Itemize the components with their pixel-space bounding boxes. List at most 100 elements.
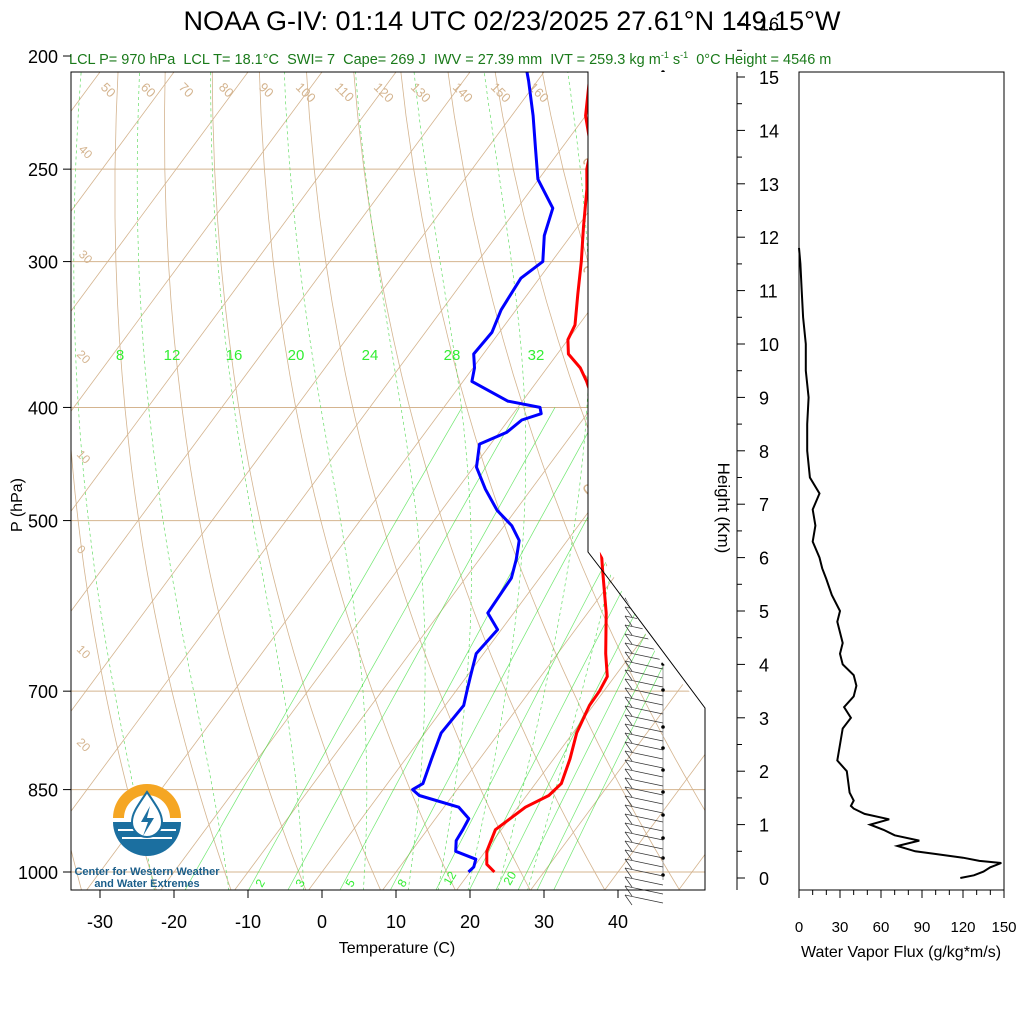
water-vapor-flux-trace	[798, 247, 1002, 879]
isotherm-line	[71, 72, 101, 112]
flux-x-axis-label: Water Vapor Flux (g/kg*m/s)	[801, 944, 1001, 961]
dry-adiabat	[114, 72, 232, 890]
height-tick-label: 0	[759, 869, 769, 889]
plot-border	[70, 71, 706, 891]
skew-t-frame	[70, 71, 706, 891]
wind-barb	[624, 651, 633, 663]
wind-barb	[624, 741, 633, 753]
height-tick-label: 2	[759, 762, 769, 782]
wind-barb	[624, 876, 664, 886]
wind-barb	[624, 732, 664, 742]
wind-barb	[624, 813, 664, 823]
wind-barb	[624, 687, 664, 697]
height-tick-label: 12	[759, 228, 779, 248]
mixing-ratio-line	[553, 580, 705, 890]
theta-e-label: 10	[74, 642, 94, 662]
flux-x-tick-label: 0	[795, 919, 803, 936]
dry-adiabat	[164, 72, 307, 890]
dry-adiabat-label: 70	[176, 80, 197, 101]
logo-bolt-icon	[141, 806, 154, 836]
height-tick-label: 7	[759, 495, 769, 515]
dry-adiabat	[211, 72, 381, 890]
wind-barb	[624, 840, 633, 852]
height-tick-label: 11	[759, 282, 778, 302]
isotherm-line	[530, 653, 705, 890]
lcl-pressure: LCL P= 970 hPa	[69, 51, 176, 68]
flux-x-tick-label: 60	[873, 919, 890, 936]
mixing-ratio-label: 24	[362, 347, 379, 364]
isotherm-line	[71, 72, 619, 812]
dry-adiabat	[353, 72, 606, 890]
isotherm-line	[308, 353, 705, 890]
wind-barb	[624, 885, 633, 897]
wind-barb	[624, 858, 664, 868]
wind-barb	[624, 714, 633, 726]
x-tick-label: 30	[534, 912, 554, 932]
wind-barb	[624, 714, 664, 724]
wind-barb	[624, 678, 633, 690]
dry-adiabat	[697, 0, 1024, 897]
y-tick-label: 250	[28, 160, 58, 180]
mixing-ratio-label: 20	[500, 869, 519, 888]
dry-adiabat-label: 90	[256, 80, 277, 101]
y-tick-label: 1000	[18, 863, 58, 883]
y-tick-label: 400	[28, 398, 58, 418]
moist-adiabat	[413, 72, 472, 890]
barb-marker	[661, 768, 665, 772]
height-tick-label: 3	[759, 709, 769, 729]
isotherm-line	[71, 72, 397, 512]
x-tick-label: -20	[161, 912, 187, 932]
wind-barb	[624, 669, 633, 681]
height-tick-label: 10	[759, 335, 779, 355]
wind-barb	[624, 741, 664, 751]
wind-barb	[624, 822, 633, 834]
mixing-ratio-line	[287, 407, 556, 890]
dry-adiabat	[773, 0, 1024, 897]
wind-barb	[624, 624, 633, 636]
dry-adiabat-label: 50	[98, 80, 119, 101]
wind-barb	[624, 759, 633, 771]
wind-barb	[624, 723, 664, 733]
logo-sun-arc	[113, 784, 181, 818]
wind-barb	[624, 867, 664, 877]
theta-e-label: 0	[74, 542, 89, 557]
wind-barb	[624, 759, 664, 769]
barb-marker	[661, 836, 665, 840]
dry-adiabat-label: 110	[332, 80, 357, 105]
wind-barb	[624, 786, 633, 798]
plot-mask	[588, 72, 705, 552]
y-axis-label: P (hPa)	[9, 478, 26, 532]
isotherm-line	[382, 453, 705, 890]
wind-barb	[624, 606, 633, 618]
height-tick-label: 15	[759, 68, 779, 88]
x-tick-label: 0	[317, 912, 327, 932]
flux-x-tick-label: 150	[991, 919, 1016, 936]
wind-barb	[624, 696, 633, 708]
wind-barb	[624, 795, 664, 805]
wind-barb	[624, 777, 664, 787]
wind-barb	[624, 894, 633, 906]
barb-marker	[661, 813, 665, 817]
flux-border	[798, 71, 1005, 891]
isotherm-line	[678, 853, 705, 890]
iwv-value: IWV = 27.39 mm	[433, 51, 543, 68]
dewpoint-trace	[411, 72, 555, 874]
wind-barb	[624, 705, 633, 717]
height-tick-label: 4	[759, 655, 769, 675]
dry-adiabat	[447, 72, 705, 812]
theta-e-label: 20	[74, 347, 94, 367]
swi-value: SWI= 7	[287, 51, 336, 68]
isotherm-line	[71, 72, 471, 612]
wind-barb	[624, 849, 664, 859]
dry-adiabat	[850, 0, 1024, 897]
x-tick-label: 20	[460, 912, 480, 932]
mixing-ratio-label: 2	[252, 876, 268, 889]
dry-adiabat	[0, 0, 46, 897]
wind-barb	[624, 678, 664, 688]
mixing-ratio-label: 28	[444, 347, 461, 364]
wind-barb	[624, 840, 664, 850]
x-tick-label: 40	[608, 912, 628, 932]
dry-adiabat	[400, 72, 681, 890]
